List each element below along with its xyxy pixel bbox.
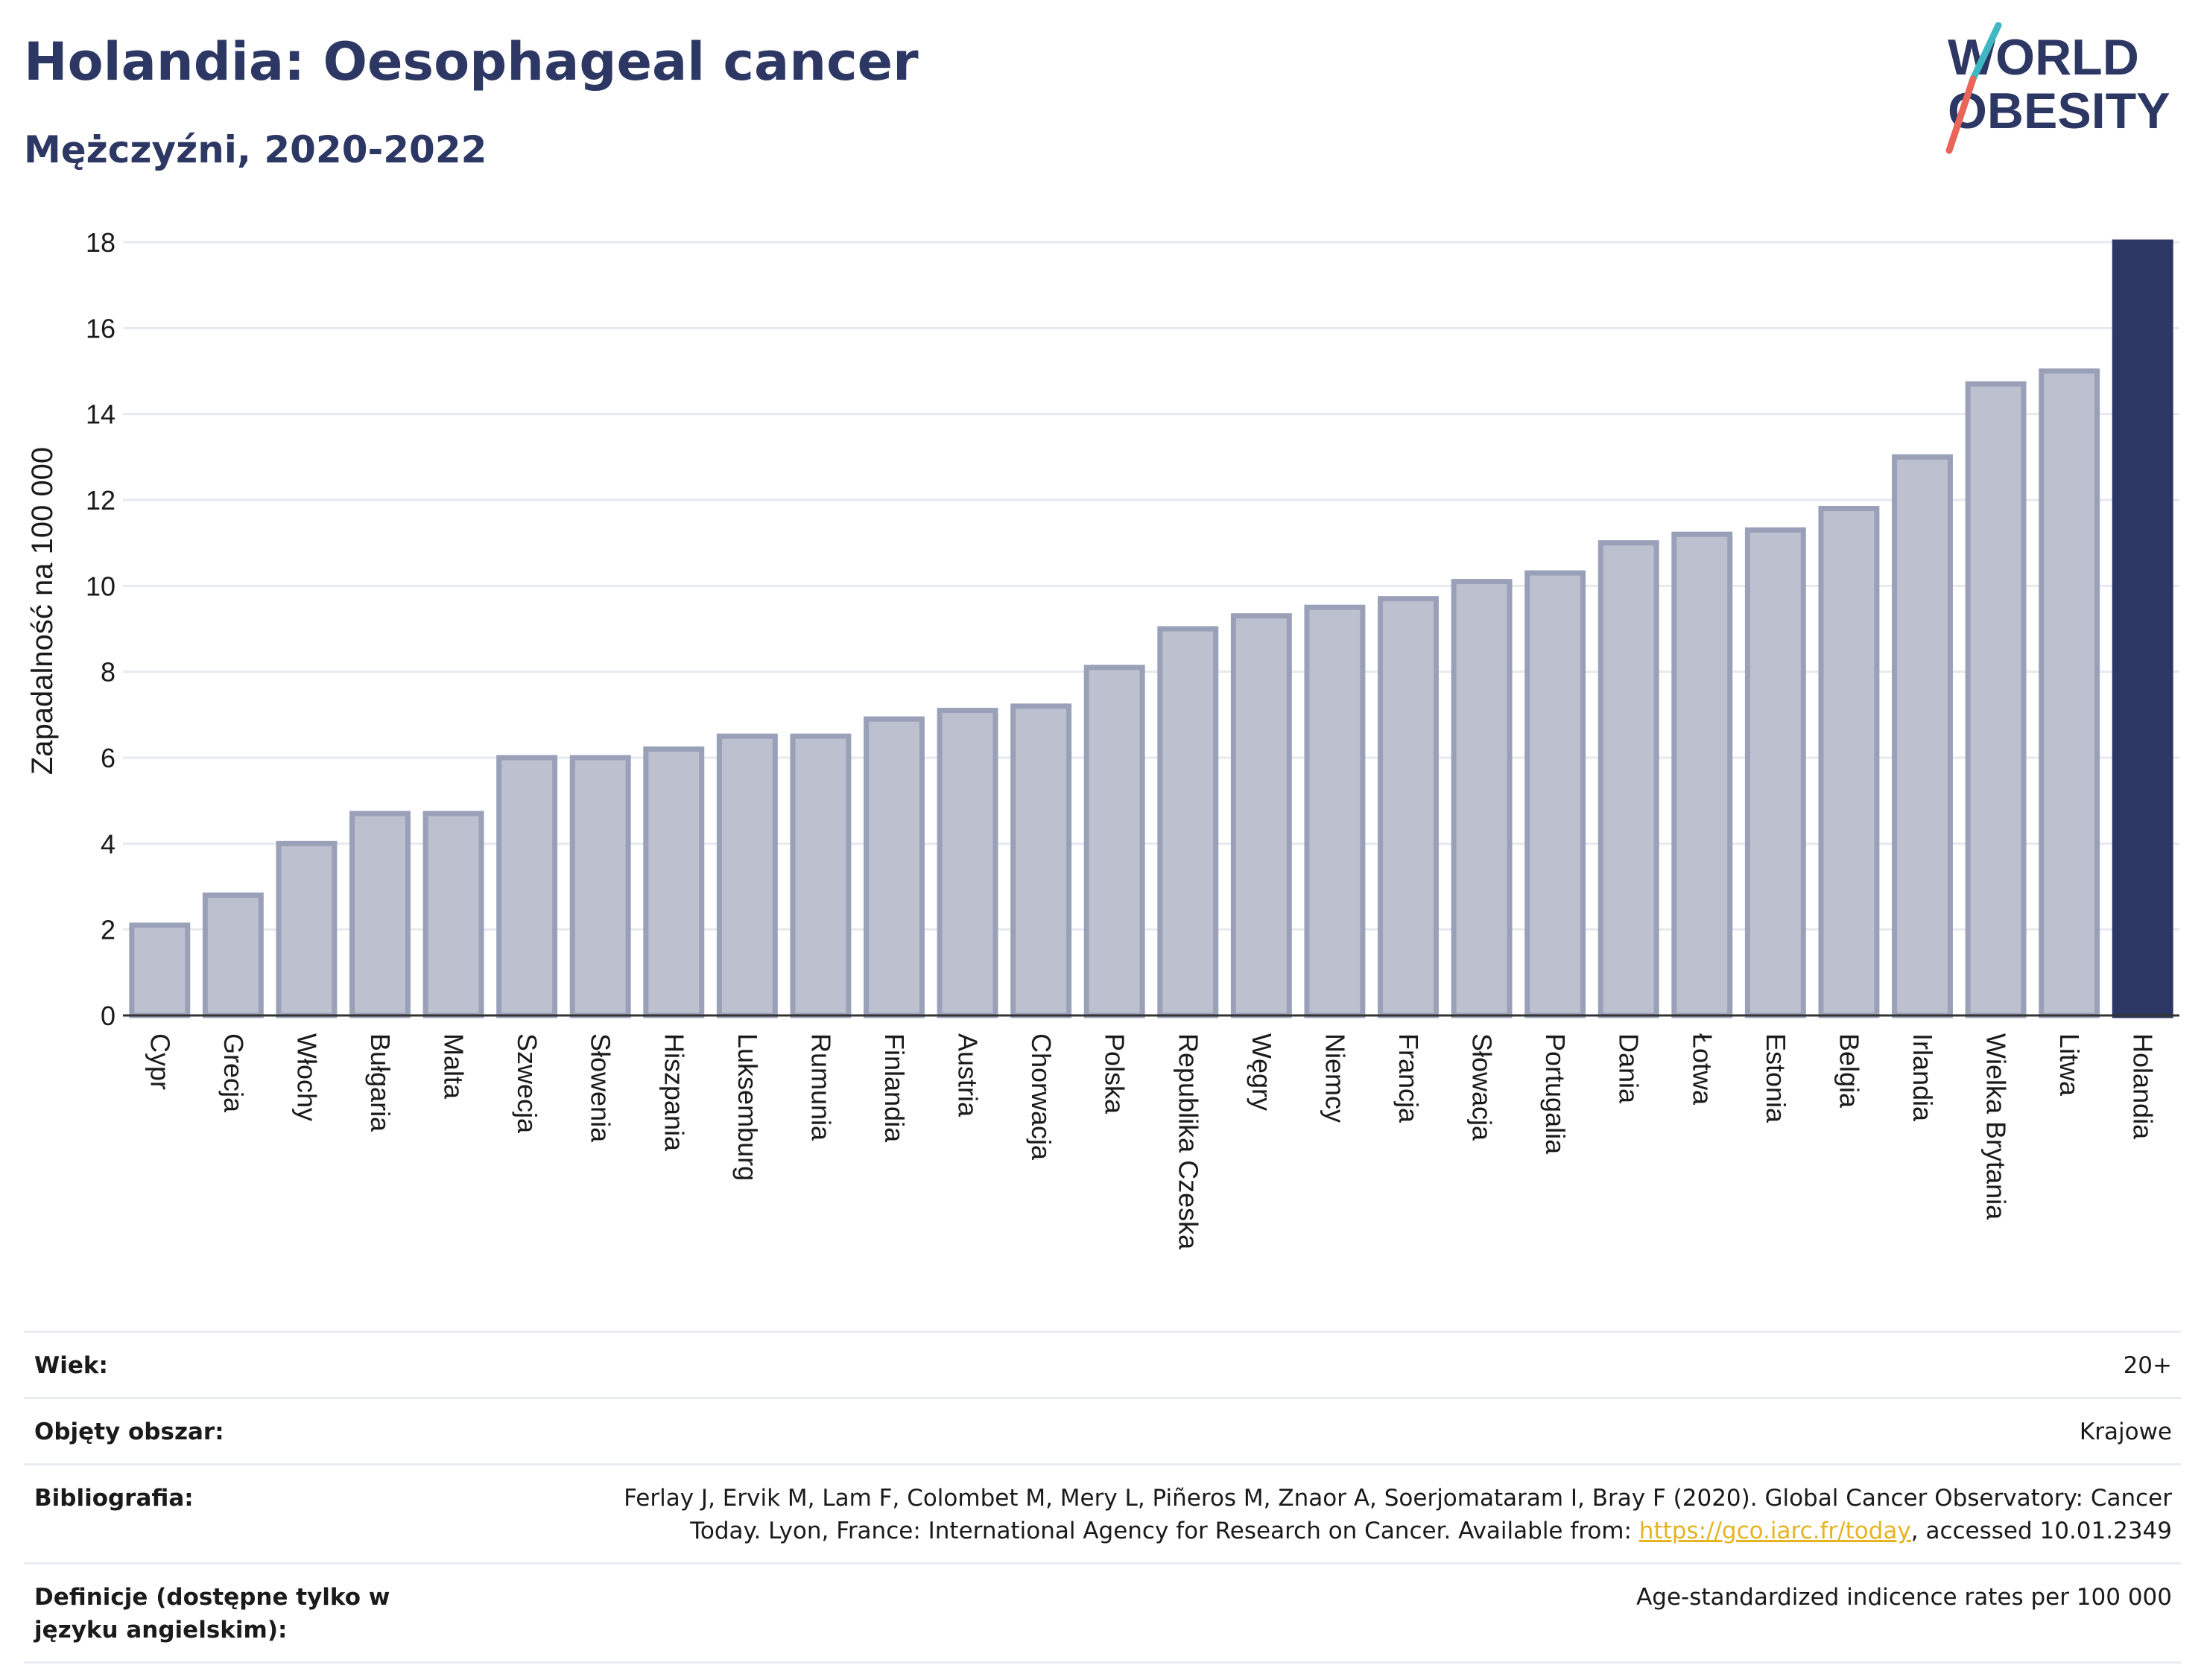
meta-coverage-label: Objęty obszar:: [24, 1397, 490, 1465]
y-tick-label: 14: [86, 399, 115, 430]
y-tick-labels: 0 2 4 6 8 10 12 14 16 18: [86, 227, 115, 1031]
bars: [129, 239, 2173, 1018]
page-title: Holandia: Oesophageal cancer: [24, 31, 919, 92]
bar: [1744, 527, 1806, 1018]
bar: [2112, 239, 2173, 1018]
bar: [1230, 613, 1292, 1018]
x-tick-label: Estonia: [1761, 1033, 1791, 1123]
bar: [2039, 368, 2100, 1018]
bar-chart: 0 2 4 6 8 10 12 14 16 18 Cypr Grecja Włochy Bułgaria…: [26, 227, 2179, 1250]
meta-row-definitions: Definicje (dostępne tylko w języku angie…: [24, 1562, 2181, 1664]
bar: [1597, 540, 1659, 1018]
x-tick-label: Rumunia: [805, 1033, 836, 1141]
x-tick-label: Portugalia: [1540, 1033, 1571, 1155]
meta-row-age: Wiek: 20+: [24, 1331, 2181, 1398]
bibliography-link[interactable]: https://gco.iarc.fr/today: [1638, 1518, 1911, 1544]
x-tick-label: Szwecja: [512, 1033, 542, 1134]
bibliography-line1: Ferlay J, Ervik M, Lam F, Colombet M, Me…: [624, 1485, 2172, 1512]
bar: [1157, 626, 1219, 1018]
x-tick-label: Łotwa: [1687, 1033, 1717, 1106]
meta-bibliography-label: Bibliografia:: [24, 1463, 490, 1564]
bar: [496, 755, 558, 1018]
bar: [716, 733, 778, 1018]
x-tick-label: Luksemburg: [732, 1033, 763, 1181]
bar: [937, 708, 998, 1018]
x-tick-label: Słowacja: [1467, 1033, 1498, 1141]
x-tick-label: Republika Czeska: [1173, 1033, 1203, 1250]
metadata-table: Wiek: 20+ Objęty obszar: Krajowe Bibliog…: [24, 1331, 2181, 1664]
x-tick-label: Belgia: [1834, 1033, 1864, 1109]
bar: [790, 733, 852, 1018]
meta-coverage-value: Krajowe: [490, 1397, 2181, 1465]
meta-age-value: 20+: [490, 1331, 2181, 1398]
x-tick-label: Chorwacja: [1026, 1033, 1057, 1161]
bar: [643, 746, 705, 1018]
logo-slash-teal: [1969, 22, 2002, 83]
x-tick-label: Litwa: [2054, 1033, 2085, 1097]
logo-line2: OBESITY: [1948, 83, 2170, 139]
x-tick-label: Bułgaria: [365, 1033, 396, 1132]
x-tick-label: Austria: [953, 1033, 984, 1118]
y-tick-label: 0: [101, 1001, 115, 1031]
x-tick-labels: Cypr Grecja Włochy Bułgaria Malta Szwecja Słow…: [145, 1033, 2158, 1250]
y-tick-label: 4: [101, 828, 115, 859]
bar: [202, 893, 264, 1018]
y-tick-label: 16: [86, 313, 115, 343]
x-tick-label: Finlandia: [879, 1033, 910, 1143]
x-tick-label: Grecja: [218, 1033, 249, 1113]
bar: [1010, 703, 1072, 1018]
meta-definitions-value: Age-standardized indicence rates per 100…: [490, 1562, 2181, 1664]
x-tick-label: Wielka Brytania: [1981, 1033, 2012, 1220]
y-tick-label: 18: [86, 227, 115, 258]
y-axis-label: Zapadalność na 100 000: [26, 447, 59, 775]
x-tick-label: Włochy: [291, 1033, 322, 1121]
bar: [1818, 506, 1880, 1018]
x-tick-label: Holandia: [2128, 1033, 2159, 1140]
bar: [1892, 454, 1953, 1018]
bar: [422, 811, 484, 1018]
bar: [1304, 604, 1366, 1018]
meta-bibliography-value: Ferlay J, Ervik M, Lam F, Colombet M, Me…: [490, 1463, 2181, 1564]
y-tick-label: 12: [86, 485, 115, 516]
bar: [349, 811, 411, 1018]
bar: [569, 755, 631, 1018]
y-tick-label: 8: [101, 657, 115, 688]
bibliography-line2-pre: Today. Lyon, France: International Agenc…: [690, 1518, 1639, 1544]
x-tick-label: Irlandia: [1907, 1033, 1938, 1122]
meta-age-label: Wiek:: [24, 1331, 490, 1398]
x-tick-label: Francja: [1393, 1033, 1424, 1123]
bar: [1378, 596, 1439, 1018]
bar: [129, 922, 191, 1018]
x-tick-label: Dania: [1614, 1033, 1644, 1104]
y-tick-label: 6: [101, 743, 115, 773]
x-tick-label: Słowenia: [586, 1033, 616, 1143]
bibliography-line2-post: , accessed 10.01.2349: [1910, 1518, 2172, 1544]
bar: [1083, 665, 1145, 1018]
meta-row-coverage: Objęty obszar: Krajowe: [24, 1397, 2181, 1465]
page-subtitle: Mężczyźni, 2020-2022: [24, 128, 487, 171]
x-tick-label: Węgry: [1247, 1033, 1277, 1111]
bar: [1524, 570, 1586, 1018]
bar: [1965, 381, 2027, 1018]
x-tick-label: Hiszpania: [659, 1033, 689, 1152]
x-tick-label: Polska: [1100, 1033, 1130, 1115]
world-obesity-logo: WORLD OBESITY: [1945, 22, 2170, 154]
x-tick-label: Niemcy: [1320, 1033, 1350, 1123]
bar: [864, 716, 925, 1018]
logo-slash-red: [1945, 75, 1977, 154]
x-tick-label: Malta: [439, 1033, 469, 1100]
meta-row-bibliography: Bibliografia: Ferlay J, Ervik M, Lam F, …: [24, 1463, 2181, 1564]
bar: [1451, 579, 1513, 1018]
bar: [1671, 531, 1733, 1018]
y-tick-label: 10: [86, 571, 115, 601]
x-tick-label: Cypr: [145, 1033, 175, 1090]
y-tick-label: 2: [101, 915, 115, 945]
bar: [276, 840, 338, 1018]
meta-definitions-label: Definicje (dostępne tylko w języku angie…: [24, 1562, 490, 1664]
